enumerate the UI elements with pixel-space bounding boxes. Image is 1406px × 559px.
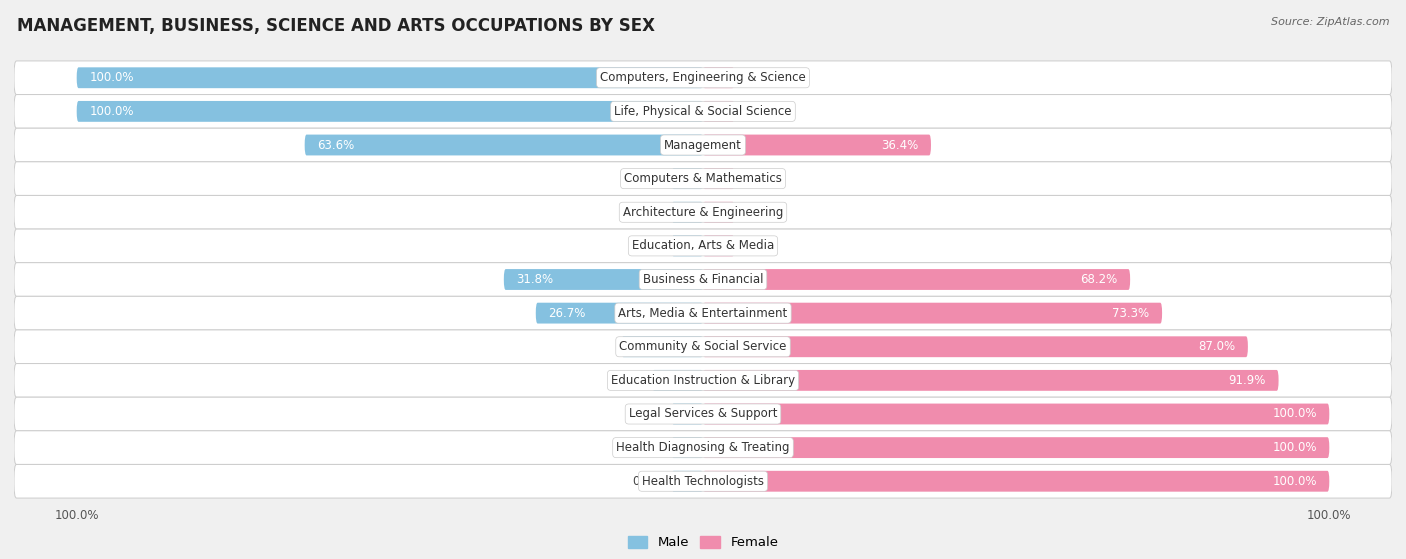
Text: 31.8%: 31.8% <box>516 273 554 286</box>
Text: 100.0%: 100.0% <box>89 105 134 118</box>
Text: Health Diagnosing & Treating: Health Diagnosing & Treating <box>616 441 790 454</box>
FancyBboxPatch shape <box>703 437 1329 458</box>
Text: 36.4%: 36.4% <box>882 139 918 151</box>
Text: 87.0%: 87.0% <box>1198 340 1236 353</box>
Text: Source: ZipAtlas.com: Source: ZipAtlas.com <box>1271 17 1389 27</box>
FancyBboxPatch shape <box>503 269 703 290</box>
FancyBboxPatch shape <box>703 202 734 222</box>
FancyBboxPatch shape <box>14 162 1392 196</box>
FancyBboxPatch shape <box>14 397 1392 431</box>
Text: 0.0%: 0.0% <box>744 105 773 118</box>
FancyBboxPatch shape <box>703 67 734 88</box>
FancyBboxPatch shape <box>672 202 703 222</box>
Text: 63.6%: 63.6% <box>318 139 354 151</box>
FancyBboxPatch shape <box>703 303 1163 324</box>
Text: 100.0%: 100.0% <box>89 71 134 84</box>
FancyBboxPatch shape <box>703 135 931 155</box>
Text: Education, Arts & Media: Education, Arts & Media <box>631 239 775 252</box>
Text: 100.0%: 100.0% <box>1272 408 1317 420</box>
FancyBboxPatch shape <box>14 263 1392 296</box>
FancyBboxPatch shape <box>14 431 1392 465</box>
Text: 0.0%: 0.0% <box>633 441 662 454</box>
FancyBboxPatch shape <box>703 101 734 122</box>
Text: 73.3%: 73.3% <box>1112 307 1150 320</box>
FancyBboxPatch shape <box>703 337 1249 357</box>
Text: Health Technologists: Health Technologists <box>643 475 763 488</box>
Text: 26.7%: 26.7% <box>548 307 586 320</box>
Text: 0.0%: 0.0% <box>633 475 662 488</box>
FancyBboxPatch shape <box>14 94 1392 128</box>
FancyBboxPatch shape <box>77 101 703 122</box>
FancyBboxPatch shape <box>305 135 703 155</box>
Text: 0.0%: 0.0% <box>744 206 773 219</box>
FancyBboxPatch shape <box>14 196 1392 229</box>
Text: 0.0%: 0.0% <box>633 239 662 252</box>
Legend: Male, Female: Male, Female <box>623 530 783 555</box>
FancyBboxPatch shape <box>672 437 703 458</box>
Text: Education Instruction & Library: Education Instruction & Library <box>612 374 794 387</box>
Text: Architecture & Engineering: Architecture & Engineering <box>623 206 783 219</box>
FancyBboxPatch shape <box>621 337 703 357</box>
FancyBboxPatch shape <box>14 229 1392 263</box>
Text: 0.0%: 0.0% <box>633 172 662 185</box>
Text: MANAGEMENT, BUSINESS, SCIENCE AND ARTS OCCUPATIONS BY SEX: MANAGEMENT, BUSINESS, SCIENCE AND ARTS O… <box>17 17 655 35</box>
FancyBboxPatch shape <box>703 269 1130 290</box>
Text: Business & Financial: Business & Financial <box>643 273 763 286</box>
Text: 0.0%: 0.0% <box>744 172 773 185</box>
Text: Arts, Media & Entertainment: Arts, Media & Entertainment <box>619 307 787 320</box>
FancyBboxPatch shape <box>672 235 703 256</box>
Text: Life, Physical & Social Science: Life, Physical & Social Science <box>614 105 792 118</box>
FancyBboxPatch shape <box>77 67 703 88</box>
FancyBboxPatch shape <box>672 404 703 424</box>
Text: Legal Services & Support: Legal Services & Support <box>628 408 778 420</box>
Text: 68.2%: 68.2% <box>1080 273 1118 286</box>
FancyBboxPatch shape <box>652 370 703 391</box>
FancyBboxPatch shape <box>14 330 1392 363</box>
Text: 91.9%: 91.9% <box>1229 374 1265 387</box>
Text: 0.0%: 0.0% <box>633 408 662 420</box>
FancyBboxPatch shape <box>14 61 1392 94</box>
Text: Computers & Mathematics: Computers & Mathematics <box>624 172 782 185</box>
FancyBboxPatch shape <box>536 303 703 324</box>
FancyBboxPatch shape <box>672 168 703 189</box>
FancyBboxPatch shape <box>14 465 1392 498</box>
FancyBboxPatch shape <box>703 370 1278 391</box>
Text: 100.0%: 100.0% <box>1272 441 1317 454</box>
Text: 13.0%: 13.0% <box>634 340 671 353</box>
FancyBboxPatch shape <box>14 296 1392 330</box>
FancyBboxPatch shape <box>703 168 734 189</box>
FancyBboxPatch shape <box>703 471 1329 492</box>
Text: 0.0%: 0.0% <box>633 206 662 219</box>
Text: Management: Management <box>664 139 742 151</box>
FancyBboxPatch shape <box>14 128 1392 162</box>
Text: 0.0%: 0.0% <box>744 71 773 84</box>
Text: Community & Social Service: Community & Social Service <box>619 340 787 353</box>
Text: 0.0%: 0.0% <box>744 239 773 252</box>
FancyBboxPatch shape <box>703 404 1329 424</box>
FancyBboxPatch shape <box>672 471 703 492</box>
FancyBboxPatch shape <box>703 235 734 256</box>
Text: 100.0%: 100.0% <box>1272 475 1317 488</box>
FancyBboxPatch shape <box>14 363 1392 397</box>
Text: Computers, Engineering & Science: Computers, Engineering & Science <box>600 71 806 84</box>
Text: 8.1%: 8.1% <box>613 374 643 387</box>
